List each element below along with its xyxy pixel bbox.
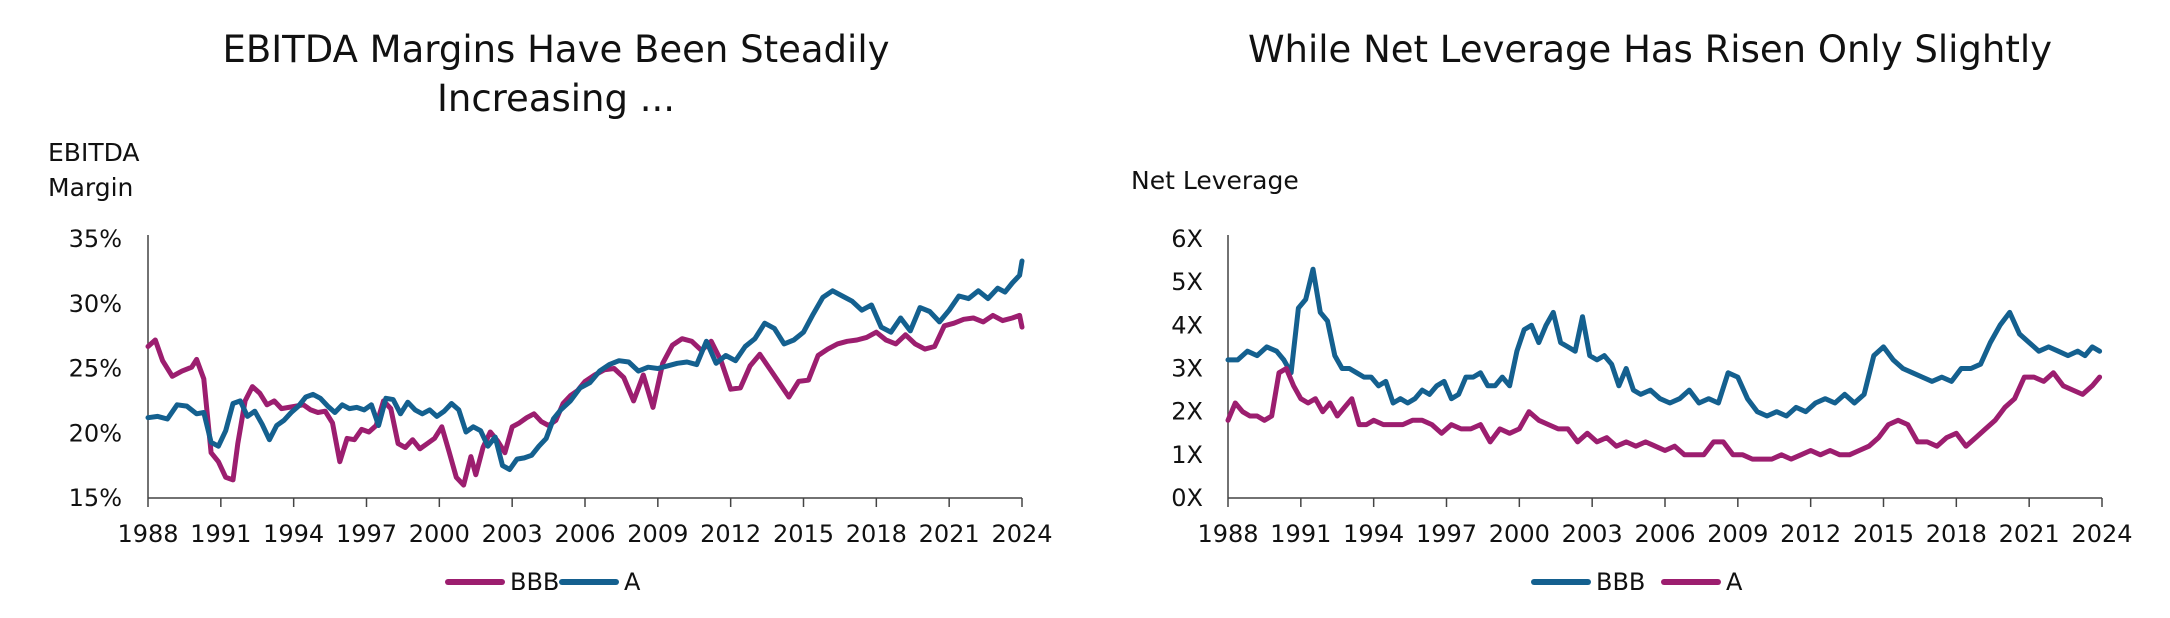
x-tick-label: 1991: [190, 520, 251, 548]
series-line-bbb: [1225, 266, 2103, 419]
legend-label-a: A: [624, 568, 641, 596]
legend-label-bbb: BBB: [1596, 568, 1645, 596]
x-tick-label: 2024: [2071, 520, 2132, 548]
y-axis-label-line: Margin: [48, 173, 133, 202]
x-tick-label: 1988: [117, 520, 178, 548]
x-tick-label: 2012: [1780, 520, 1841, 548]
y-tick-label: 15%: [69, 484, 122, 512]
y-tick-label: 25%: [69, 355, 122, 383]
chart-title-line: EBITDA Margins Have Been Steadily: [222, 28, 889, 71]
y-tick-label: 30%: [69, 290, 122, 318]
x-tick-label: 2015: [1853, 520, 1914, 548]
x-tick-label: 2021: [1999, 520, 2060, 548]
chart-title-line: While Net Leverage Has Risen Only Slight…: [1248, 28, 2052, 71]
x-tick-label: 1994: [263, 520, 324, 548]
x-tick-label: 2012: [700, 520, 761, 548]
x-tick-label: 2009: [1707, 520, 1768, 548]
y-tick-label: 4X: [1171, 311, 1203, 339]
x-tick-label: 2003: [1562, 520, 1623, 548]
x-tick-label: 2024: [991, 520, 1052, 548]
x-tick-label: 1988: [1197, 520, 1258, 548]
x-tick-label: 2021: [919, 520, 980, 548]
y-axis-label-line: EBITDA: [48, 138, 140, 167]
x-tick-label: 2006: [1634, 520, 1695, 548]
x-tick-label: 2018: [1926, 520, 1987, 548]
x-tick-label: 2006: [554, 520, 615, 548]
x-tick-label: 1994: [1343, 520, 1404, 548]
x-tick-label: 2000: [409, 520, 470, 548]
x-tick-label: 2015: [773, 520, 834, 548]
y-tick-label: 5X: [1171, 268, 1203, 296]
y-tick-label: 3X: [1171, 355, 1203, 383]
legend-label-a: A: [1726, 568, 1743, 596]
series-line-a: [145, 258, 1025, 472]
chart-title-line: Increasing ...: [437, 77, 675, 120]
y-tick-label: 2X: [1171, 398, 1203, 426]
x-tick-label: 1991: [1270, 520, 1331, 548]
x-tick-label: 2003: [482, 520, 543, 548]
y-axis-label-line: Net Leverage: [1131, 166, 1299, 195]
x-tick-label: 2018: [846, 520, 907, 548]
series-line-a: [1225, 366, 2103, 462]
x-tick-label: 1997: [336, 520, 397, 548]
y-tick-label: 35%: [69, 225, 122, 253]
y-tick-label: 1X: [1171, 441, 1203, 469]
x-tick-label: 1997: [1416, 520, 1477, 548]
legend-label-bbb: BBB: [510, 568, 559, 596]
y-tick-label: 0X: [1171, 484, 1203, 512]
x-tick-label: 2000: [1489, 520, 1550, 548]
series-line-bbb: [145, 312, 1025, 488]
y-tick-label: 20%: [69, 419, 122, 447]
x-tick-label: 2009: [627, 520, 688, 548]
y-tick-label: 6X: [1171, 225, 1203, 253]
